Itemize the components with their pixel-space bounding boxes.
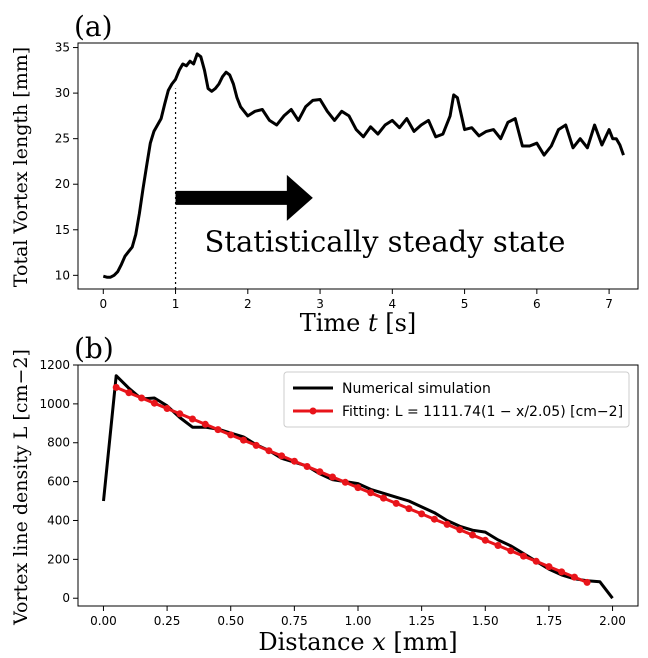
fitting-marker: [176, 410, 184, 418]
panel-b-x-tick-label: 1.75: [536, 614, 563, 628]
fitting-marker: [380, 494, 387, 502]
fitting-marker: [252, 441, 260, 449]
fitting-marker: [430, 515, 438, 523]
fitting-marker: [545, 563, 553, 571]
fitting-marker: [341, 478, 349, 486]
panel-a-y-tick-label: 20: [55, 177, 70, 191]
fitting-marker: [532, 557, 540, 565]
panel-b-y-tick-label: 400: [47, 513, 70, 527]
panel-b-label: (b): [74, 332, 114, 365]
fitting-marker: [125, 389, 133, 397]
panel-a-x-tick-label: 4: [389, 297, 397, 311]
fitting-marker: [583, 578, 591, 586]
fitting-marker: [303, 463, 311, 470]
fitting-marker: [405, 505, 413, 513]
panel-a-x-tick-label: 0: [99, 297, 107, 311]
panel-a-x-tick-label: 1: [172, 297, 180, 311]
fitting-marker: [265, 447, 273, 455]
panel-a-x-tick-label: 7: [605, 297, 613, 311]
panel-a-y-tick-label: 35: [55, 41, 70, 55]
legend: Numerical simulation Fitting: L = 1111.7…: [283, 371, 630, 428]
panel-b-y-tick-label: 200: [47, 552, 70, 566]
fitting-marker: [418, 510, 426, 518]
numerical-simulation-line: [102, 374, 614, 600]
steady-state-annotation: Statistically steady state: [204, 225, 565, 259]
fitting-marker: [290, 457, 298, 465]
fitting-marker: [138, 394, 146, 402]
panel-b-x-tick-label: 1.25: [408, 614, 435, 628]
fitting-marker: [570, 573, 578, 581]
fitting-marker: [316, 468, 324, 476]
legend-box: [283, 371, 630, 428]
fitting-marker: [392, 499, 400, 507]
fitting-marker: [494, 542, 502, 549]
panel-a-y-axis-label: Total Vortex length [mm]: [10, 47, 32, 287]
panel-b-x-ticks: 0.00 0.25 0.50 0.75 1.00 1.25 1.50 1.75 2.00: [90, 606, 626, 628]
legend-label-fitting: Fitting: L = 1111.74(1 − x/2.05) [cm−2]: [342, 404, 623, 420]
fitting-marker: [163, 405, 171, 412]
panel-b-x-tick-label: 0.50: [217, 614, 244, 628]
panel-b: (b) 0.00 0.25 0.50 0.75 1.00 1.25 1.50 1.75 2.00…: [10, 332, 639, 656]
fitting-marker: [558, 568, 566, 576]
fitting-marker: [214, 426, 222, 434]
panel-a-y-tick-label: 30: [55, 86, 70, 100]
panel-a: (a) 0 1 2 3 4 5 6 7 10 15 20 25 30 35 Statistically …: [10, 10, 639, 337]
panel-b-x-tick-label: 1.50: [472, 614, 499, 628]
fitting-marker: [240, 436, 247, 444]
fitting-marker: [443, 520, 451, 528]
panel-b-y-tick-label: 1000: [39, 397, 70, 411]
fitting-marker: [481, 536, 489, 544]
panel-a-x-tick-label: 3: [316, 297, 324, 311]
panel-b-y-tick-label: 800: [47, 436, 70, 450]
panel-a-y-tick-label: 10: [55, 268, 70, 282]
fitting-marker: [507, 547, 515, 555]
legend-label-numerical: Numerical simulation: [342, 381, 491, 397]
fitting-marker: [469, 531, 476, 539]
fitting-marker: [150, 399, 158, 407]
fitting-marker: [329, 473, 336, 481]
fitting-marker: [456, 526, 464, 534]
panel-b-x-tick-label: 0.00: [90, 614, 117, 628]
panel-a-y-tick-label: 15: [55, 223, 70, 237]
panel-b-x-tick-label: 0.75: [281, 614, 308, 628]
fitting-marker: [227, 431, 235, 439]
fitting-marker: [520, 552, 527, 560]
fitting-marker: [112, 383, 120, 391]
panel-b-y-tick-label: 600: [47, 475, 70, 489]
panel-a-annotations: Statistically steady state: [174, 88, 565, 289]
panel-a-x-tick-label: 2: [244, 297, 252, 311]
fitting-marker: [354, 484, 362, 492]
panel-b-y-tick-label: 1200: [39, 358, 70, 372]
fitting-markers: [112, 383, 591, 586]
fitting-marker: [278, 452, 286, 460]
fitting-marker: [189, 415, 196, 423]
panel-b-y-ticks: 0 200 400 600 800 1000 1200: [39, 358, 78, 605]
panel-b-x-tick-label: 0.25: [154, 614, 181, 628]
fitting-marker: [367, 489, 375, 497]
panel-a-series-line: [102, 52, 625, 279]
panel-a-plot-frame: [77, 42, 639, 290]
steady-state-arrow-head: [286, 174, 313, 221]
panel-a-y-ticks: 10 15 20 25 30 35: [55, 41, 78, 282]
panel-b-x-axis-label: Distance x [mm]: [258, 628, 457, 656]
panel-b-y-tick-label: 0: [62, 591, 70, 605]
panel-a-y-tick-label: 25: [55, 132, 70, 146]
panel-a-x-ticks: 0 1 2 3 4 5 6 7: [99, 289, 613, 311]
panel-b-x-tick-label: 2.00: [599, 614, 626, 628]
panel-a-x-axis-label: Time t [s]: [300, 309, 417, 337]
panel-a-label: (a): [74, 10, 113, 43]
panel-a-x-tick-label: 6: [533, 297, 541, 311]
panel-a-x-tick-label: 5: [461, 297, 469, 311]
panel-b-x-tick-label: 1.00: [345, 614, 372, 628]
legend-marker-fitting: [309, 407, 317, 415]
fitting-marker: [201, 420, 209, 428]
panel-b-y-axis-label: Vortex line density L [cm−2]: [10, 349, 32, 626]
